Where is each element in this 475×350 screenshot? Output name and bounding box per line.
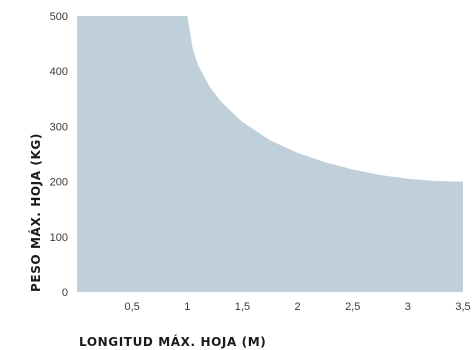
x-axis-title: LONGITUD MÁX. HOJA (M) (79, 334, 266, 349)
y-tick-label: 100 (50, 232, 68, 244)
y-tick-label: 400 (50, 66, 68, 78)
x-tick-label: 1 (184, 301, 190, 313)
x-tick-label: 3 (405, 301, 411, 313)
x-tick-label: 0,5 (124, 301, 139, 313)
area-series (77, 16, 463, 292)
y-tick-label: 300 (50, 121, 68, 133)
y-tick-label: 200 (50, 177, 68, 189)
x-tick-label: 1,5 (235, 301, 250, 313)
y-axis-title: PESO MÁX. HOJA (KG) (28, 133, 43, 292)
x-tick-label: 3,5 (455, 301, 470, 313)
y-tick-label: 0 (62, 287, 68, 299)
y-tick-label: 500 (50, 11, 68, 23)
x-tick-label: 2,5 (345, 301, 360, 313)
y-axis-ticks: 0 100 200 300 400 500 (50, 11, 68, 299)
x-axis-ticks: 0,5 1 1,5 2 2,5 3 3,5 (124, 301, 470, 313)
x-tick-label: 2 (295, 301, 301, 313)
